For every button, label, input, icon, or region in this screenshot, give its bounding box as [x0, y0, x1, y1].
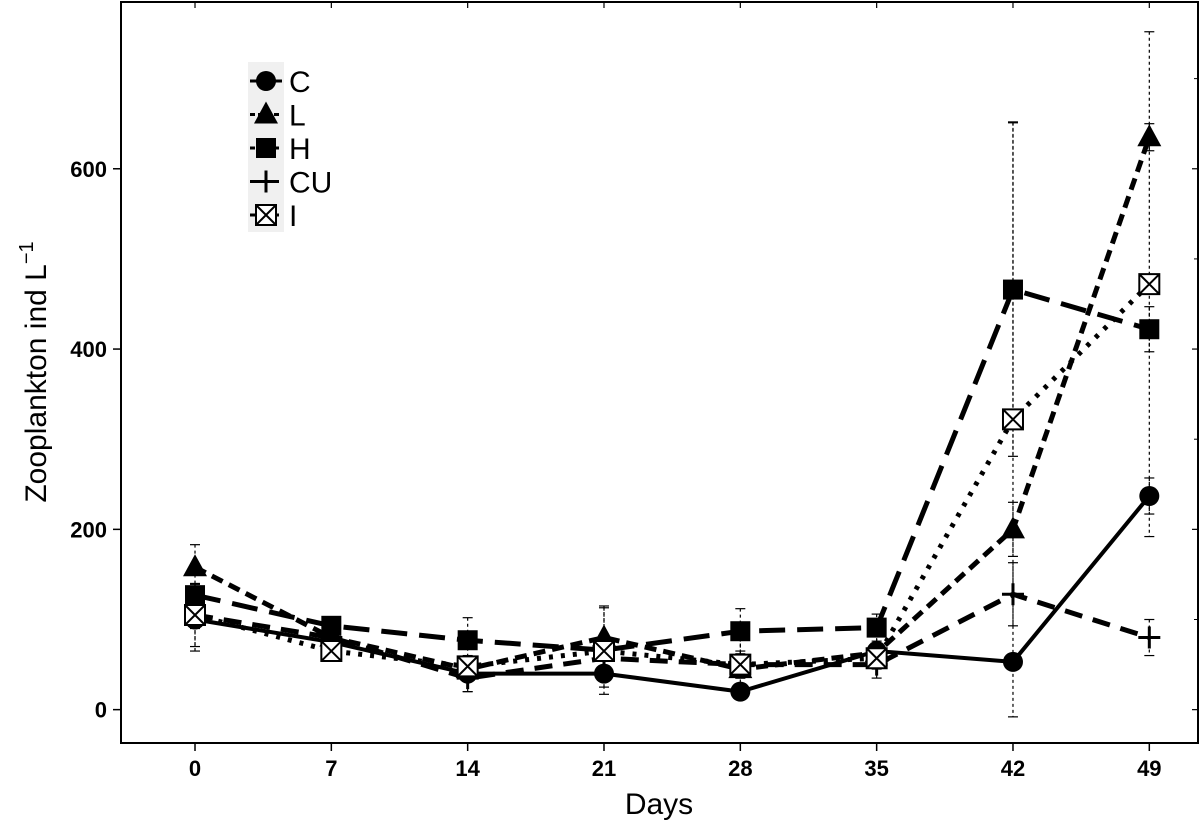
y-tick-label: 600: [70, 157, 107, 182]
x-tick-label: 42: [1001, 756, 1025, 781]
legend-label-c: C: [289, 66, 311, 99]
x-tick-label: 28: [728, 756, 752, 781]
y-axis-title-main: Zooplankton ind L: [20, 264, 53, 503]
legend-key-marker-h: [256, 138, 276, 158]
data-point-c: [1139, 486, 1160, 506]
data-point-cu: [1138, 626, 1161, 649]
data-point-h: [457, 630, 478, 651]
y-tick-label: 0: [95, 698, 107, 723]
data-point-i: [729, 653, 752, 676]
x-tick-label: 49: [1137, 756, 1161, 781]
y-axis-title-superscript: −1: [16, 241, 38, 264]
series-lines: [193, 136, 1152, 694]
series-markers: [183, 124, 1162, 702]
data-point-c: [593, 663, 614, 684]
x-axis-title: Days: [625, 788, 693, 821]
data-point-i: [184, 603, 207, 626]
legend-key-marker-cu: [255, 170, 277, 193]
y-axis-title: Zooplankton ind L−1: [16, 241, 53, 502]
data-point-cu: [1001, 583, 1024, 606]
data-point-i: [865, 647, 888, 670]
data-point-l: [183, 554, 208, 577]
y-tick-label: 200: [70, 517, 107, 542]
legend-label-h: H: [289, 133, 311, 166]
data-point-h: [185, 585, 206, 606]
axis-ticks: 0 7 14 21 28 35 42 49 0 200 400 600: [70, 2, 1198, 781]
data-point-l: [1137, 124, 1162, 147]
x-tick-label: 35: [864, 756, 888, 781]
data-point-c: [1002, 651, 1023, 672]
series-line-h: [194, 287, 1151, 653]
data-point-h: [1139, 319, 1160, 340]
legend-key-marker-i: [255, 204, 277, 226]
legend-key-marker-l: [254, 101, 278, 124]
x-tick-label: 7: [325, 756, 337, 781]
data-point-h: [866, 617, 887, 638]
series-line-c: [194, 494, 1151, 694]
series-line-i: [194, 282, 1152, 669]
x-tick-label: 14: [455, 756, 480, 781]
y-tick-label: 400: [70, 337, 107, 362]
data-point-i: [1001, 408, 1024, 431]
data-point-c: [730, 681, 751, 702]
data-point-l: [1000, 516, 1025, 539]
data-point-h: [1002, 279, 1023, 300]
x-tick-label: 21: [592, 756, 616, 781]
data-point-i: [456, 655, 479, 678]
legend-key-marker-c: [256, 71, 276, 91]
series-line-cu: [194, 591, 1151, 681]
legend-label-i: I: [289, 200, 297, 233]
data-point-i: [1138, 273, 1161, 296]
legend-label-l: L: [289, 100, 306, 133]
x-tick-label: 0: [189, 756, 201, 781]
data-point-h: [321, 615, 342, 636]
data-point-h: [730, 621, 751, 642]
legend-label-cu: CU: [289, 167, 332, 200]
data-point-i: [320, 640, 343, 663]
data-point-i: [592, 640, 615, 663]
